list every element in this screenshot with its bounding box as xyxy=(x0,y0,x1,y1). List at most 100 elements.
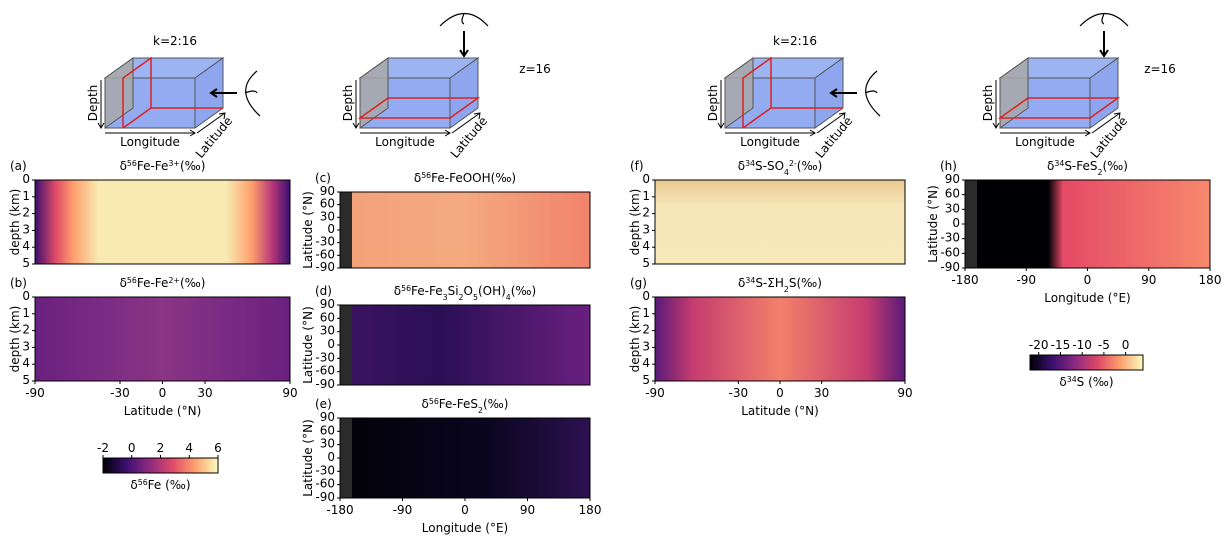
text-segment: 56 xyxy=(401,284,411,293)
axis-arrow xyxy=(196,112,226,134)
y-tick-label: -90 xyxy=(315,490,335,504)
text-segment: 2 xyxy=(478,406,483,415)
panel-label: (e) xyxy=(315,397,332,411)
text-segment: δ xyxy=(1059,375,1066,389)
panel-label: (g) xyxy=(630,276,647,290)
text-segment: δ xyxy=(422,397,429,411)
y-tick-label: 90 xyxy=(320,297,335,311)
heatmap xyxy=(35,297,290,381)
y-tick-label: 5 xyxy=(642,373,650,387)
x-tick-label: -180 xyxy=(951,273,978,287)
x-tick-label: -90 xyxy=(645,386,665,400)
y-tick-label: 0 xyxy=(327,222,335,236)
text-segment: (‰) xyxy=(1102,159,1127,173)
panel-title: δ56Fe-Fe3+(‰) xyxy=(120,159,206,174)
y-tick-label: -30 xyxy=(315,350,335,364)
y-tick-label: 30 xyxy=(320,437,335,451)
y-tick-label: -90 xyxy=(315,260,335,274)
y-tick-label: -60 xyxy=(315,364,335,378)
y-axis-label: Latitude (°N) xyxy=(301,191,315,269)
x-axis-label: Latitude (°N) xyxy=(741,404,819,418)
x-tick-label: 90 xyxy=(520,503,535,517)
eye xyxy=(1079,12,1129,27)
colorbar xyxy=(102,457,219,474)
text-segment: (‰) xyxy=(797,159,822,173)
text-segment: (‰) xyxy=(180,159,205,173)
y-tick-label: -30 xyxy=(940,231,960,245)
text-segment: S(‰) xyxy=(789,276,822,290)
panel-label: (a) xyxy=(10,159,27,173)
axis-arrow xyxy=(717,80,725,129)
view-arrow xyxy=(829,88,857,98)
panel-title: δ34S-FeS2(‰) xyxy=(1047,159,1128,177)
text-segment: 3+ xyxy=(168,159,180,168)
land-strip xyxy=(340,418,352,498)
heatmap xyxy=(340,418,590,498)
panel-title: δ56Fe-Fe2+(‰) xyxy=(120,276,206,291)
red-frame xyxy=(122,56,152,129)
y-tick-label: 1 xyxy=(642,306,650,320)
axis-arrow xyxy=(451,112,481,134)
eye xyxy=(244,70,261,117)
text-segment: 34 xyxy=(745,276,755,285)
diagram-axis: Depth xyxy=(981,85,995,122)
y-tick-label: 0 xyxy=(327,337,335,351)
y-tick-label: 30 xyxy=(320,324,335,338)
x-tick-label: -90 xyxy=(25,386,45,400)
diagram-label: z=16 xyxy=(1144,62,1176,76)
panel-frame xyxy=(654,179,906,265)
text-segment: (‰) xyxy=(180,276,205,290)
panel-title: δ56Fe-FeS2(‰) xyxy=(422,397,509,415)
x-axis-label: Longitude (°E) xyxy=(1044,291,1130,305)
panel-label: (c) xyxy=(315,171,331,185)
text-segment: 56 xyxy=(429,397,439,406)
y-tick-label: 1 xyxy=(22,306,30,320)
panel-title: δ56Fe-Fe3Si2O5(OH)4(‰) xyxy=(394,284,536,302)
heatmap xyxy=(655,297,905,381)
y-tick-label: 0 xyxy=(642,289,650,303)
y-tick-label: -30 xyxy=(315,235,335,249)
y-tick-label: 3 xyxy=(22,339,30,353)
y-tick-label: 2 xyxy=(642,206,650,220)
red-frame xyxy=(357,97,481,119)
text-segment: 2- xyxy=(789,159,797,168)
text-segment: 56 xyxy=(127,159,137,168)
panel-title: δ34S-SO42-(‰) xyxy=(738,159,823,177)
y-tick-label: 3 xyxy=(642,222,650,236)
y-tick-label: 60 xyxy=(320,310,335,324)
diagram-axis: Depth xyxy=(706,85,720,122)
y-tick-label: 0 xyxy=(22,172,30,186)
panel-title: δ34S-ΣH2S(‰) xyxy=(738,276,822,294)
panel-label: (d) xyxy=(315,284,332,298)
axis-arrow xyxy=(97,80,105,129)
cube-slice xyxy=(999,57,1029,129)
text-segment: 2 xyxy=(784,285,789,294)
eye xyxy=(864,70,881,117)
y-axis-label: depth (km) xyxy=(628,189,642,256)
x-tick-label: -180 xyxy=(326,503,353,517)
x-tick-label: 0 xyxy=(461,503,469,517)
land-strip xyxy=(965,180,977,268)
text-segment: (‰) xyxy=(511,284,536,298)
panel-title: δ56Fe-FeOOH(‰) xyxy=(414,171,516,186)
text-segment: δ xyxy=(394,284,401,298)
text-segment: δ xyxy=(120,159,127,173)
y-tick-label: 60 xyxy=(320,423,335,437)
y-tick-label: 60 xyxy=(945,187,960,201)
x-tick-label: 90 xyxy=(282,386,297,400)
y-tick-label: 2 xyxy=(22,323,30,337)
y-axis-label: depth (km) xyxy=(8,306,22,373)
text-segment: 56 xyxy=(421,171,431,180)
x-tick-label: 0 xyxy=(776,386,784,400)
x-axis-label: Longitude (°E) xyxy=(422,521,508,535)
diagram-axis: Longitude xyxy=(740,135,800,149)
y-tick-label: 0 xyxy=(952,216,960,230)
x-tick-label: 90 xyxy=(1141,273,1156,287)
cube-slice xyxy=(359,57,389,129)
x-axis-label: Latitude (°N) xyxy=(124,404,202,418)
y-tick-label: 4 xyxy=(22,356,30,370)
text-segment: Fe-Fe xyxy=(137,159,169,173)
axis-arrow xyxy=(725,129,816,137)
text-segment: δ xyxy=(414,171,421,185)
